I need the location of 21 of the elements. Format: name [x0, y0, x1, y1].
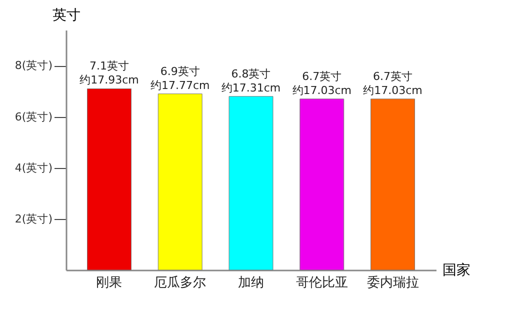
x-tick-label: 刚果 — [96, 276, 122, 290]
annotation: 约17.03cm — [292, 84, 352, 97]
y-axis-title: 英寸 — [52, 8, 80, 24]
x-tick-label: 厄瓜多尔 — [154, 276, 206, 290]
data-label: 6.7英寸 — [373, 70, 413, 83]
y-tick-label: 2(英寸) — [14, 212, 52, 226]
annotation: 约17.93cm — [80, 74, 139, 87]
annotation: 约17.03cm — [363, 84, 422, 97]
data-label: 7.1英寸 — [89, 60, 129, 73]
x-tick-label: 哥伦比亚 — [296, 276, 348, 290]
annotation: 约17.31cm — [221, 81, 281, 94]
x-axis-title: 国家 — [442, 262, 470, 278]
y-tick-label: 6(英寸) — [14, 110, 52, 124]
x-tick-label: 加纳 — [238, 276, 264, 290]
data-label: 6.8英寸 — [231, 67, 271, 80]
annotation: 约17.77cm — [150, 78, 210, 92]
data-label: 6.7英寸 — [302, 70, 342, 83]
x-tick-label: 委内瑞拉 — [366, 276, 419, 290]
y-tick-label: 8(英寸) — [14, 59, 52, 72]
data-label: 6.9英寸 — [160, 64, 200, 78]
y-tick-label: 4(英寸) — [14, 161, 52, 174]
